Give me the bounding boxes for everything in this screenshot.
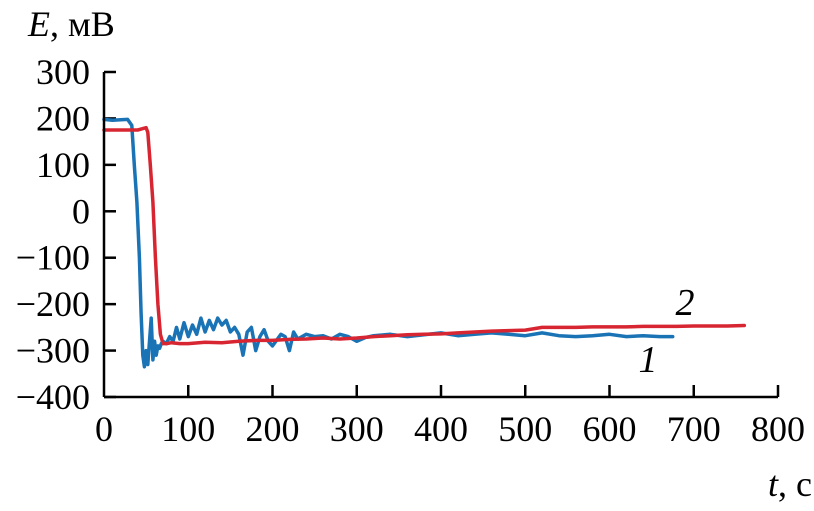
x-axis-label-var: t <box>768 464 779 504</box>
y-tick-label: −200 <box>16 284 90 324</box>
x-tick-label: 100 <box>161 409 215 449</box>
y-tick-label: −100 <box>16 238 90 278</box>
y-tick-label: 0 <box>72 191 90 231</box>
y-tick-label: −400 <box>16 377 90 417</box>
x-tick-label: 400 <box>414 409 468 449</box>
series-layer: 12 <box>102 117 747 381</box>
series-1-label: 1 <box>639 339 658 381</box>
y-axis-label: E, мВ <box>27 4 115 44</box>
x-tick-label: 300 <box>330 409 384 449</box>
y-tick-label: −300 <box>16 331 90 371</box>
y-tick-label: 100 <box>36 145 90 185</box>
x-tick-label: 500 <box>498 409 552 449</box>
y-tick-label: 200 <box>36 98 90 138</box>
x-tick-label: 600 <box>583 409 637 449</box>
x-axis-label: t, с <box>768 464 812 504</box>
y-axis-label-var: E <box>27 4 50 44</box>
series-1-line <box>102 117 675 369</box>
ticks-layer: 0 100 200 300 400 500 600 700 800 300 200 100 0 −100 −… <box>16 52 805 449</box>
y-axis-label-unit: , мВ <box>50 4 115 44</box>
x-tick-label: 200 <box>246 409 300 449</box>
series-2-line <box>102 125 747 346</box>
y-tick-label: 300 <box>36 52 90 92</box>
x-tick-label: 700 <box>667 409 721 449</box>
x-tick-label: 800 <box>751 409 805 449</box>
x-tick-label: 0 <box>95 409 113 449</box>
series-2-label: 2 <box>676 282 695 324</box>
x-axis-label-unit: , с <box>778 464 812 504</box>
